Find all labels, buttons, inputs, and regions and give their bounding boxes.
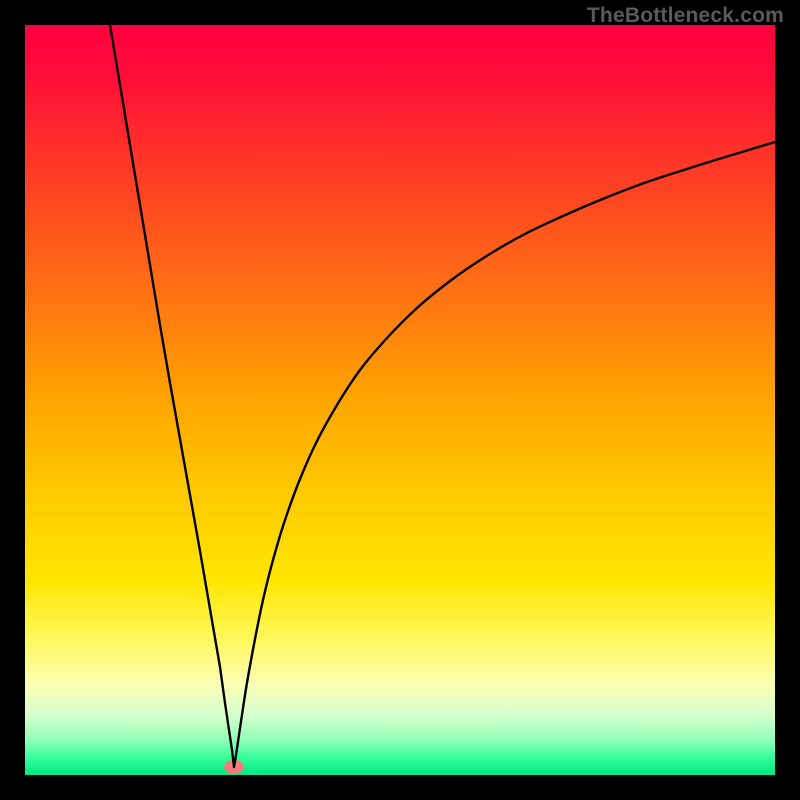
chart-frame: TheBottleneck.com — [0, 0, 800, 800]
watermark-text: TheBottleneck.com — [587, 4, 784, 28]
plot-area — [25, 25, 775, 775]
bottleneck-curve — [110, 25, 775, 767]
curve-layer — [25, 25, 775, 775]
